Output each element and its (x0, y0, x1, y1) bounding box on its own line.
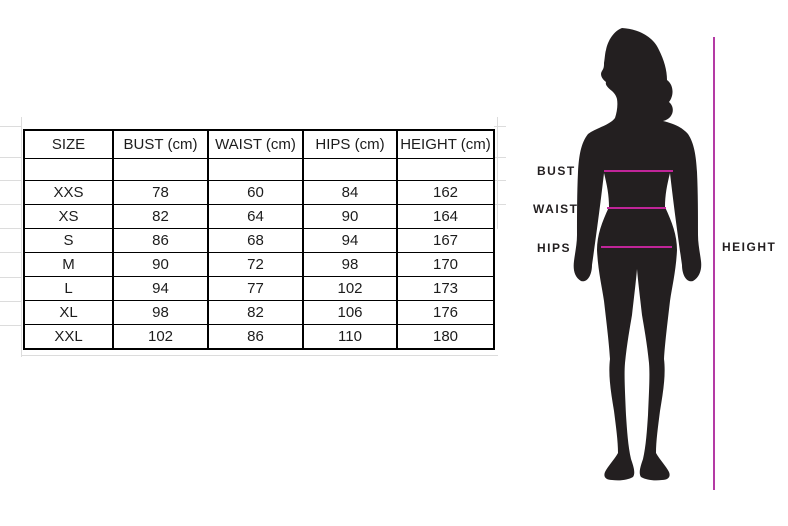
cell-hips: 98 (302, 252, 398, 277)
cell-size: M (23, 252, 114, 277)
size-row-s: S 86 68 94 167 (23, 228, 495, 253)
height-label: HEIGHT (722, 240, 777, 254)
cell-bust: 90 (112, 252, 209, 277)
gridline (0, 157, 22, 158)
gridline (0, 180, 22, 181)
gridline (21, 117, 22, 357)
size-chart-table: SIZE BUST (cm) WAIST (cm) HIPS (cm) HEIG… (23, 129, 495, 350)
cell (302, 158, 398, 181)
gridline (494, 204, 506, 205)
cell-bust: 94 (112, 276, 209, 301)
gridline (0, 228, 22, 229)
size-row-xl: XL 98 82 106 176 (23, 300, 495, 325)
gridline (0, 277, 22, 278)
cell-height: 164 (396, 204, 495, 229)
cell-waist: 72 (207, 252, 304, 277)
cell-waist: 86 (207, 324, 304, 350)
female-silhouette-icon (573, 28, 702, 481)
cell-height: 170 (396, 252, 495, 277)
cell-height: 176 (396, 300, 495, 325)
empty-row (23, 158, 495, 181)
cell-bust: 78 (112, 180, 209, 205)
cell-hips: 106 (302, 300, 398, 325)
gridline (0, 126, 22, 127)
cell-hips: 110 (302, 324, 398, 350)
col-header-waist: WAIST (cm) (207, 129, 304, 159)
cell (112, 158, 209, 181)
silhouette-shape (573, 28, 702, 481)
cell-waist: 68 (207, 228, 304, 253)
cell (207, 158, 304, 181)
gridline (21, 355, 498, 356)
cell (23, 158, 114, 181)
size-row-m: M 90 72 98 170 (23, 252, 495, 277)
cell-size: L (23, 276, 114, 301)
gridline (0, 204, 22, 205)
gridline (494, 126, 506, 127)
header-row: SIZE BUST (cm) WAIST (cm) HIPS (cm) HEIG… (23, 129, 495, 159)
waist-label: WAIST (533, 202, 579, 216)
cell-height: 162 (396, 180, 495, 205)
cell-height: 173 (396, 276, 495, 301)
cell-bust: 82 (112, 204, 209, 229)
cell-waist: 82 (207, 300, 304, 325)
size-row-xs: XS 82 64 90 164 (23, 204, 495, 229)
cell-size: XL (23, 300, 114, 325)
size-row-l: L 94 77 102 173 (23, 276, 495, 301)
size-row-xxs: XXS 78 60 84 162 (23, 180, 495, 205)
cell-waist: 77 (207, 276, 304, 301)
gridline (0, 252, 22, 253)
cell (396, 158, 495, 181)
cell-hips: 102 (302, 276, 398, 301)
cell-height: 167 (396, 228, 495, 253)
cell-size: XXL (23, 324, 114, 350)
col-header-hips: HIPS (cm) (302, 129, 398, 159)
bust-measurement-line (604, 170, 673, 172)
gridline (494, 157, 506, 158)
cell-hips: 90 (302, 204, 398, 229)
cell-size: XS (23, 204, 114, 229)
gridline (0, 301, 22, 302)
hips-measurement-line (601, 246, 672, 248)
waist-measurement-line (607, 207, 666, 209)
col-header-bust: BUST (cm) (112, 129, 209, 159)
cell-waist: 60 (207, 180, 304, 205)
height-measurement-line (713, 37, 715, 490)
cell-bust: 102 (112, 324, 209, 350)
cell-bust: 86 (112, 228, 209, 253)
col-header-height: HEIGHT (cm) (396, 129, 495, 159)
cell-hips: 94 (302, 228, 398, 253)
bust-label: BUST (537, 164, 576, 178)
col-header-size: SIZE (23, 129, 114, 159)
gridline (494, 180, 506, 181)
gridline (497, 117, 498, 229)
gridline (0, 325, 22, 326)
cell-waist: 64 (207, 204, 304, 229)
cell-height: 180 (396, 324, 495, 350)
cell-hips: 84 (302, 180, 398, 205)
cell-size: XXS (23, 180, 114, 205)
size-row-xxl: XXL 102 86 110 180 (23, 324, 495, 350)
cell-bust: 98 (112, 300, 209, 325)
hips-label: HIPS (537, 241, 572, 255)
cell-size: S (23, 228, 114, 253)
